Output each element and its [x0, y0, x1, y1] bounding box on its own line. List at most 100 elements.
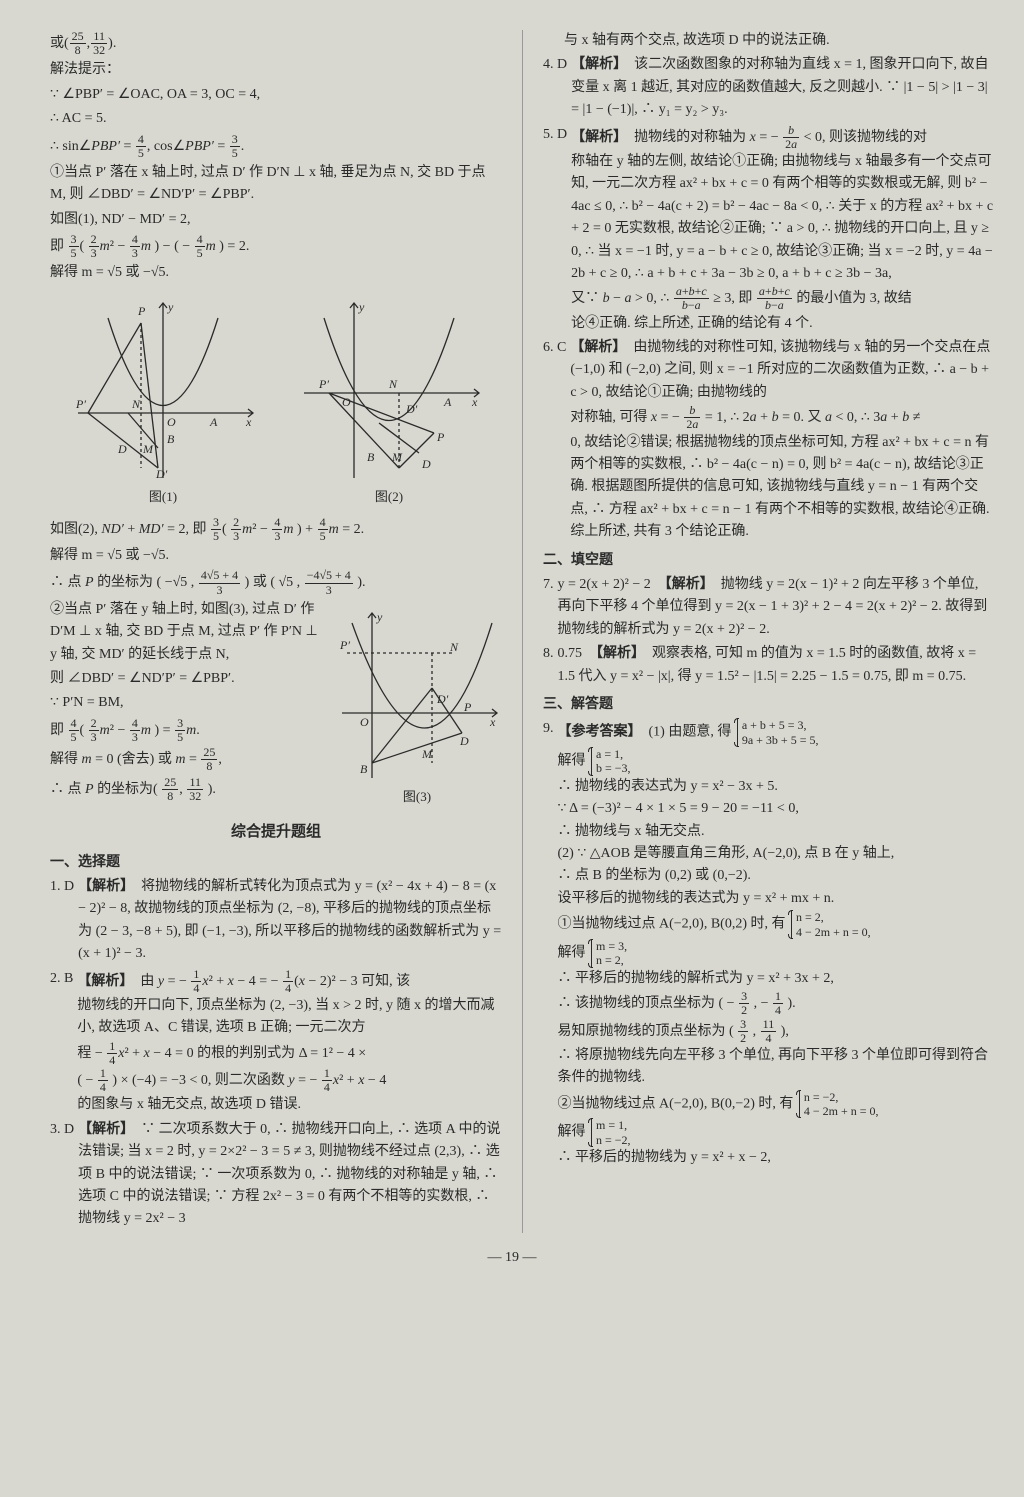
text: 设平移后的抛物线的表达式为 y = x² + mx + n.	[558, 888, 996, 910]
figure-2: P′ N O A x D′ P B M D y 图(2)	[294, 293, 484, 508]
text: ( − 14 ) × (−4) = −3 < 0, 则二次函数 y = − 14…	[77, 1067, 502, 1094]
svg-text:x: x	[471, 395, 478, 409]
question-4: 4. D 【解析】 该二次函数图象的对称轴为直线 x = 1, 图象开口向下, …	[543, 54, 995, 121]
page-number: — 19 —	[50, 1247, 974, 1269]
tag: 【参考答案】	[558, 725, 635, 740]
svg-text:y: y	[167, 300, 174, 314]
text-line: 如图(1), ND′ − MD′ = 2,	[50, 209, 502, 231]
figure-row: P P′ N O A x B D M D′ y 图(1)	[50, 293, 502, 508]
answer-label: 8.	[543, 643, 554, 688]
svg-text:D′: D′	[155, 467, 168, 481]
svg-text:M: M	[142, 442, 154, 456]
text-line: ∵ ∠PBP′ = ∠OAC, OA = 3, OC = 4,	[50, 84, 502, 106]
svg-text:A: A	[209, 415, 218, 429]
text-line: ①当点 P′ 落在 x 轴上时, 过点 D′ 作 D′N ⊥ x 轴, 垂足为点…	[50, 162, 502, 207]
figure-caption: 图(2)	[294, 487, 484, 508]
svg-text:O: O	[342, 395, 351, 409]
equation-system: a + b + 5 = 3,9a + 3b + 5 = 5,	[737, 718, 819, 747]
svg-text:D: D	[117, 442, 127, 456]
svg-text:x: x	[245, 415, 252, 429]
text: ②当抛物线过点 A(−2,0), B(0,−2) 时, 有 n = −2,4 −…	[558, 1090, 996, 1119]
answer-label: 9.	[543, 718, 554, 1169]
question-body: 【解析】 由 y = − 14x² + x − 4 = − 14(x − 2)²…	[77, 968, 502, 1117]
answer: 0.75	[558, 646, 583, 661]
text-line: 与 x 轴有两个交点, 故选项 D 中的说法正确.	[543, 30, 995, 52]
question-body: 【解析】 将抛物线的解析式转化为顶点式为 y = (x² − 4x + 4) −…	[78, 876, 502, 966]
text: 论④正确. 综上所述, 正确的结论有 4 个.	[571, 313, 995, 335]
question-body: 【解析】 ∵ 二次项系数大于 0, ∴ 抛物线开口向上, ∴ 选项 A 中的说法…	[78, 1119, 502, 1231]
svg-text:P: P	[436, 430, 445, 444]
question-7: 7. y = 2(x + 2)² − 2 【解析】 抛物线 y = 2(x − …	[543, 574, 995, 641]
section-heading: 综合提升题组	[50, 820, 502, 844]
svg-text:O: O	[167, 415, 176, 429]
question-8: 8. 0.75 【解析】 观察表格, 可知 m 的值为 x = 1.5 时的函数…	[543, 643, 995, 688]
answer-label: 3. D	[50, 1119, 74, 1231]
question-body: 【解析】 该二次函数图象的对称轴为直线 x = 1, 图象开口向下, 故自变量 …	[571, 54, 995, 121]
subsection-heading: 三、解答题	[543, 694, 995, 716]
figure-caption: 图(1)	[68, 487, 258, 508]
equation-system: n = −2,4 − 2m + n = 0,	[799, 1090, 879, 1119]
text-line: 如图(2), ND′ + MD′ = 2, 即 35( 23m² − 43m )…	[50, 516, 502, 543]
text: ∴ 该抛物线的顶点坐标为 ( − 32 , − 14 ).	[558, 990, 996, 1017]
svg-text:B: B	[367, 450, 375, 464]
text: 将抛物线的解析式转化为顶点式为 y = (x² − 4x + 4) − 8 = …	[78, 879, 501, 961]
text: ∴ 平移后的抛物线的解析式为 y = x² + 3x + 2,	[558, 968, 996, 990]
svg-text:D: D	[459, 734, 469, 748]
svg-text:B: B	[360, 762, 368, 776]
svg-text:x: x	[489, 715, 496, 729]
question-body: 【解析】 抛物线的对称轴为 x = − b2a < 0, 则该抛物线的对 称轴在…	[571, 124, 995, 335]
text: ∴ 平移后的抛物线为 y = x² + x − 2,	[558, 1147, 996, 1169]
text-line: 即 35( 23m² − 43m ) − ( − 45m ) = 2.	[50, 233, 502, 260]
text-line: ∴ 点 P 的坐标为 ( −√5 , 4√5 + 43 ) 或 ( √5 , −…	[50, 569, 502, 596]
text: ∴ 抛物线的表达式为 y = x² − 3x + 5.	[558, 776, 996, 798]
question-body: 【解析】 由抛物线的对称性可知, 该抛物线与 x 轴的另一个交点在点 (−1,0…	[570, 337, 995, 544]
svg-text:M: M	[391, 450, 403, 464]
tag: 【解析】	[571, 57, 620, 72]
question-body: y = 2(x + 2)² − 2 【解析】 抛物线 y = 2(x − 1)²…	[558, 574, 996, 641]
text: 解得 m = 3,n = 2,	[558, 939, 996, 968]
text: 又∵ b − a > 0, ∴ a+b+cb−a ≥ 3, 即 a+b+cb−a…	[571, 285, 995, 312]
text: (2) ∵ △AOB 是等腰直角三角形, A(−2,0), 点 B 在 y 轴上…	[558, 843, 996, 865]
subsection-heading: 二、填空题	[543, 550, 995, 572]
figure-caption: 图(3)	[332, 787, 502, 808]
question-body: 【参考答案】 (1) 由题意, 得 a + b + 5 = 3,9a + 3b …	[558, 718, 996, 1169]
text-line: 解法提示：	[50, 59, 502, 81]
text-line: ∴ AC = 5.	[50, 108, 502, 130]
tag: 【解析】	[78, 1122, 127, 1137]
svg-text:M: M	[421, 747, 433, 761]
svg-text:P′: P′	[75, 397, 86, 411]
svg-text:y: y	[376, 610, 383, 624]
tag: 【解析】	[77, 973, 126, 988]
tag: 【解析】	[78, 879, 127, 894]
answer-label: 4. D	[543, 54, 567, 121]
text-line: ∴ sin∠PBP′ = 45, cos∠PBP′ = 35.	[50, 133, 502, 160]
text: ∵ Δ = (−3)² − 4 × 1 × 5 = 9 − 20 = −11 <…	[558, 798, 996, 820]
figure-3: P′ N O x D′ P B M D y 图(3)	[332, 603, 502, 808]
text: 对称轴, 可得 x = − b2a = 1, ∴ 2a + b = 0. 又 a…	[570, 404, 995, 431]
text-line: 解得 m = √5 或 −√5.	[50, 262, 502, 284]
svg-text:P: P	[463, 700, 472, 714]
svg-text:A: A	[443, 395, 452, 409]
right-column: 与 x 轴有两个交点, 故选项 D 中的说法正确. 4. D 【解析】 该二次函…	[543, 30, 995, 1233]
left-column: 或(258,1132). 解法提示： ∵ ∠PBP′ = ∠OAC, OA = …	[50, 30, 502, 1233]
svg-text:P′: P′	[339, 638, 350, 652]
text-line: 解得 m = √5 或 −√5.	[50, 545, 502, 567]
text: ∵ 二次项系数大于 0, ∴ 抛物线开口向上, ∴ 选项 A 中的说法错误; 当…	[78, 1122, 500, 1227]
text: 0, 故结论②错误; 根据抛物线的顶点坐标可知, 方程 ax² + bx + c…	[570, 432, 995, 544]
text-line: 或(258,1132).	[50, 30, 502, 57]
text: 程 − 14x² + x − 4 = 0 的根的判别式为 Δ = 1² − 4 …	[77, 1040, 502, 1067]
text: ∴ 将原抛物线先向左平移 3 个单位, 再向下平移 3 个单位即可得到符合条件的…	[558, 1045, 996, 1090]
text: 该二次函数图象的对称轴为直线 x = 1, 图象开口向下, 故自变量 x 离 1…	[571, 57, 988, 117]
answer-label: 2. B	[50, 968, 73, 1117]
subsection-heading: 一、选择题	[50, 852, 502, 874]
tag: 【解析】	[596, 646, 638, 661]
question-body: 0.75 【解析】 观察表格, 可知 m 的值为 x = 1.5 时的函数值, …	[558, 643, 996, 688]
svg-text:y: y	[358, 300, 365, 314]
text: 易知原抛物线的顶点坐标为 ( 32 , 114 ),	[558, 1018, 996, 1045]
equation-system: a = 1,b = −3,	[591, 747, 631, 776]
answer: y = 2(x + 2)² − 2	[558, 577, 651, 592]
question-9: 9. 【参考答案】 (1) 由题意, 得 a + b + 5 = 3,9a + …	[543, 718, 995, 1169]
text: 解得 a = 1,b = −3,	[558, 747, 996, 776]
answer-label: 1. D	[50, 876, 74, 966]
question-1: 1. D 【解析】 将抛物线的解析式转化为顶点式为 y = (x² − 4x +…	[50, 876, 502, 966]
